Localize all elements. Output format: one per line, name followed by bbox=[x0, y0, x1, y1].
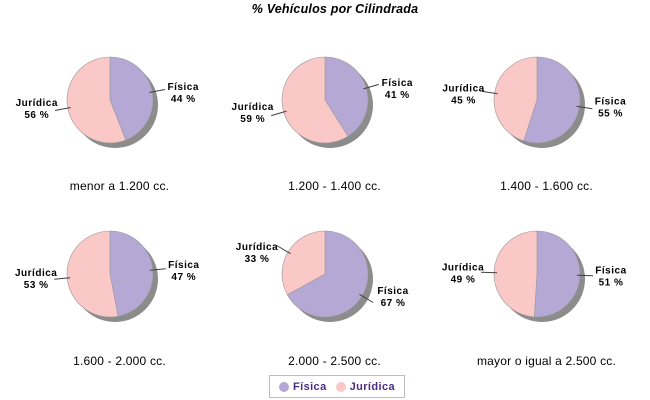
legend-label-juridica: Jurídica bbox=[349, 380, 395, 393]
pie-slice-juridica bbox=[493, 230, 538, 318]
slice-label-value-juridica: 53 % bbox=[24, 280, 49, 291]
legend-swatch-juridica-icon bbox=[335, 381, 346, 392]
pie-panel-3: Física 55 % Jurídica 45 % 1.400 - 1.600 cc. bbox=[429, 38, 644, 213]
slice-label-name-fisica: Física bbox=[382, 78, 413, 89]
leader-line-fisica bbox=[576, 274, 593, 277]
pie-panel-6: Física 51 % Jurídica 49 % mayor o igual a 2… bbox=[429, 212, 644, 387]
slice-label-value-juridica: 49 % bbox=[451, 275, 476, 286]
leader-line-fisica bbox=[576, 105, 593, 110]
slice-label-name-juridica: Jurídica bbox=[442, 263, 484, 274]
slice-label-value-juridica: 56 % bbox=[24, 110, 49, 121]
category-label-1: menor a 1.200 cc. bbox=[69, 179, 170, 193]
legend-item-fisica: Física bbox=[279, 381, 327, 393]
slice-label-name-juridica: Jurídica bbox=[15, 268, 57, 279]
leader-line-juridica bbox=[54, 107, 71, 111]
slice-label-name-juridica: Jurídica bbox=[16, 98, 58, 109]
slice-label-value-fisica: 55 % bbox=[598, 109, 623, 120]
slice-label-value-fisica: 41 % bbox=[385, 90, 410, 101]
slice-label-name-fisica: Física bbox=[168, 82, 199, 93]
slice-label-value-fisica: 44 % bbox=[171, 94, 196, 105]
slice-label-value-fisica: 67 % bbox=[381, 298, 406, 309]
slice-label-name-fisica: Física bbox=[595, 97, 626, 108]
pie-panel-1: Física 44 % Jurídica 56 % menor a 1.200 cc. bbox=[2, 38, 217, 213]
category-label-6: mayor o igual a 2.500 cc. bbox=[476, 354, 617, 368]
legend-label-fisica: Física bbox=[293, 380, 327, 393]
category-label-5: 2.000 - 2.500 cc. bbox=[288, 354, 381, 368]
slice-label-value-fisica: 47 % bbox=[171, 272, 196, 283]
leader-line-juridica bbox=[481, 90, 498, 95]
leader-line-juridica bbox=[54, 277, 71, 280]
legend-item-juridica: Jurídica bbox=[335, 380, 395, 393]
leader-line-juridica bbox=[271, 110, 287, 117]
leader-line-fisica bbox=[363, 83, 379, 90]
slice-label-name-juridica: Jurídica bbox=[236, 242, 278, 253]
slice-label-name-fisica: Física bbox=[595, 265, 626, 276]
chart-title: % Vehículos por Cilindrada bbox=[251, 2, 419, 16]
slice-label-value-juridica: 59 % bbox=[240, 114, 265, 125]
slice-label-name-juridica: Jurídica bbox=[442, 83, 484, 94]
category-label-3: 1.400 - 1.600 cc. bbox=[500, 179, 593, 193]
category-label-4: 1.600 - 2.000 cc. bbox=[73, 354, 166, 368]
pie-panel-2: Física 41 % Jurídica 59 % 1.200 - 1.400 cc. bbox=[217, 38, 432, 213]
category-label-2: 1.200 - 1.400 cc. bbox=[288, 179, 381, 193]
legend-swatch-fisica-icon bbox=[279, 381, 289, 392]
slice-label-value-juridica: 45 % bbox=[451, 95, 476, 106]
slice-label-value-fisica: 51 % bbox=[599, 277, 624, 288]
leader-line-fisica bbox=[359, 293, 374, 303]
slice-label-value-juridica: 33 % bbox=[245, 254, 270, 265]
leader-line-juridica bbox=[481, 271, 498, 274]
leader-line-juridica bbox=[276, 245, 291, 255]
leader-line-fisica bbox=[149, 268, 166, 271]
pie-panel-4: Física 47 % Jurídica 53 % 1.600 - 2.000 cc. bbox=[2, 212, 217, 387]
slice-label-name-fisica: Física bbox=[377, 286, 408, 297]
legend: Física Jurídica bbox=[269, 375, 405, 398]
slice-label-name-juridica: Jurídica bbox=[232, 102, 274, 113]
slice-label-name-fisica: Física bbox=[168, 260, 199, 271]
leader-line-fisica bbox=[149, 89, 166, 93]
pie-panel-5: Física 67 % Jurídica 33 % 2.000 - 2.500 cc. bbox=[217, 212, 432, 387]
